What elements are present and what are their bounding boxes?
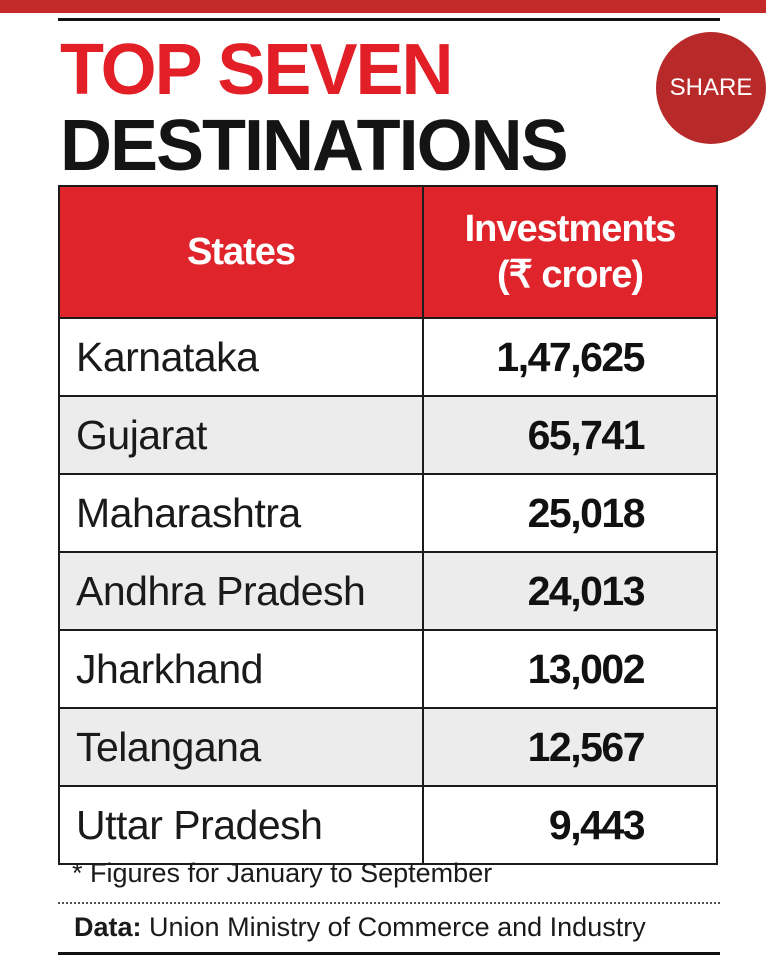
state-name-cell: Andhra Pradesh — [60, 553, 424, 629]
footnote: * Figures for January to September — [72, 858, 493, 888]
table-row: Maharashtra 25,018 — [60, 475, 716, 553]
investment-value-cell: 9,443 — [548, 801, 646, 848]
column-header-states: States — [60, 187, 424, 317]
investment-value-cell: 24,013 — [527, 567, 646, 614]
table-header-row: States Investments (₹ crore) — [60, 187, 716, 319]
table-row: Jharkhand 13,002 — [60, 631, 716, 709]
dotted-divider — [58, 902, 720, 904]
source-label: Data: — [74, 912, 142, 942]
investment-table: States Investments (₹ crore) Karnataka 1,… — [58, 185, 718, 865]
investment-value-cell: 25,018 — [527, 489, 646, 536]
table-row: Telangana 12,567 — [60, 709, 716, 787]
bottom-rule — [58, 952, 720, 955]
source-line: Data: Union Ministry of Commerce and Ind… — [74, 912, 646, 943]
state-name-cell: Uttar Pradesh — [60, 787, 424, 863]
top-rule — [58, 18, 720, 21]
investment-value-cell: 12,567 — [527, 723, 646, 770]
column-header-investments: Investments (₹ crore) — [424, 187, 716, 317]
investment-value-cell: 65,741 — [527, 411, 646, 458]
table-row: Uttar Pradesh 9,443 — [60, 787, 716, 863]
state-name-cell: Jharkhand — [60, 631, 424, 707]
column-header-investments-line2: (₹ crore) — [496, 254, 644, 296]
table-row: Gujarat 65,741 — [60, 397, 716, 475]
state-name-cell: Karnataka — [60, 319, 424, 395]
state-name-cell: Gujarat — [60, 397, 424, 473]
state-name-cell: Telangana — [60, 709, 424, 785]
state-name-cell: Maharashtra — [60, 475, 424, 551]
top-accent-bar — [0, 0, 766, 13]
share-button[interactable]: SHARE — [656, 32, 766, 144]
column-header-investments-line1: Investments — [464, 208, 677, 250]
source-text: Union Ministry of Commerce and Industry — [149, 912, 646, 942]
investment-value-cell: 13,002 — [527, 645, 646, 692]
title-line-1: TOP SEVEN — [60, 30, 453, 110]
table-body: Karnataka 1,47,625 Gujarat 65,741 Maharashtr… — [60, 319, 716, 863]
investment-value-cell: 1,47,625 — [496, 333, 645, 380]
table-row: Karnataka 1,47,625 — [60, 319, 716, 397]
title-line-2: DESTINATIONS — [60, 106, 569, 186]
table-row: Andhra Pradesh 24,013 — [60, 553, 716, 631]
